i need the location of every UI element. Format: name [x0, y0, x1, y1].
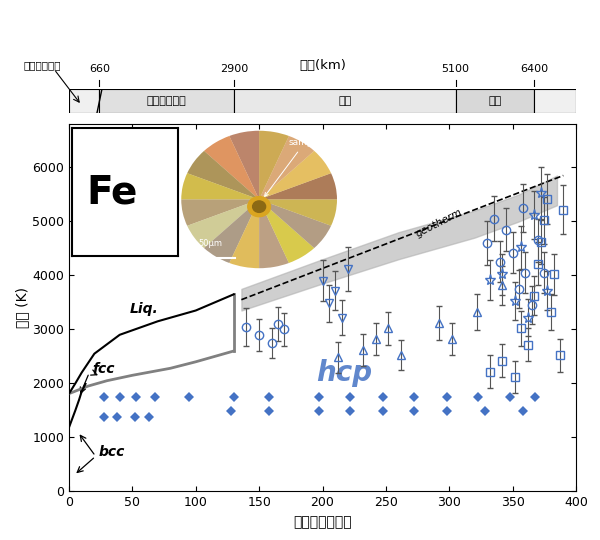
Text: bcc: bcc: [98, 446, 125, 460]
Text: 上部マントル: 上部マントル: [23, 60, 61, 71]
Text: 深さ(km): 深さ(km): [299, 59, 346, 72]
Y-axis label: 温度 (K): 温度 (K): [16, 287, 29, 328]
Text: 外核: 外核: [338, 96, 352, 106]
Text: 内核: 内核: [488, 96, 502, 106]
Text: 5100: 5100: [442, 64, 470, 74]
Bar: [534, 89, 576, 113]
Bar: [455, 89, 534, 113]
Text: geotherm: geotherm: [414, 206, 464, 239]
Text: 下部マントル: 下部マントル: [147, 96, 187, 106]
Text: hcp: hcp: [316, 359, 372, 387]
Text: 6400: 6400: [520, 64, 548, 74]
X-axis label: 圧力（万気圧）: 圧力（万気圧）: [293, 515, 352, 529]
Bar: [234, 89, 455, 113]
Text: fcc: fcc: [92, 362, 115, 376]
Text: 660: 660: [89, 64, 110, 74]
Text: Liq.: Liq.: [130, 302, 158, 316]
Bar: [100, 89, 234, 113]
Text: 2900: 2900: [220, 64, 248, 74]
Bar: [69, 89, 100, 113]
